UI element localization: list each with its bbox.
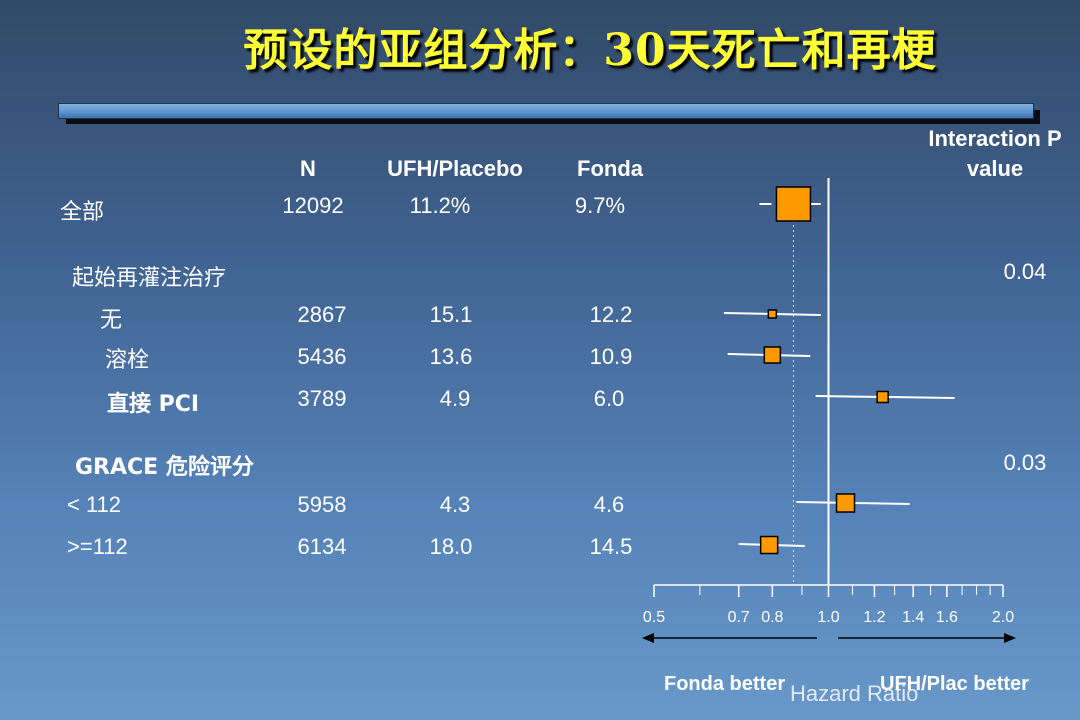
row-fonda-pci: 6.0 bbox=[593, 386, 625, 411]
group-label-grace: GRACE 危险评分 bbox=[75, 455, 254, 480]
arrow-left-head bbox=[642, 633, 654, 643]
row-ufh-pci: 4.9 bbox=[439, 386, 471, 411]
footer-fonda-better: Fonda better bbox=[664, 673, 786, 695]
row-label-none: 无 bbox=[100, 308, 123, 333]
arrow-right-head bbox=[1004, 633, 1016, 643]
col-header-interaction-line2: value bbox=[966, 156, 1024, 181]
x-tick-label: 1.6 bbox=[936, 609, 958, 626]
x-tick-label: 1.0 bbox=[817, 609, 839, 626]
interaction-p-grace: 0.03 bbox=[1003, 450, 1047, 475]
hr-marker bbox=[835, 493, 856, 513]
hr-marker bbox=[767, 309, 778, 319]
row-fonda-none: 12.2 bbox=[589, 302, 633, 327]
row-ufh-grace-high: 18.0 bbox=[429, 534, 473, 559]
page-title: 预设的亚组分析：30天死亡和再梗 bbox=[243, 25, 937, 76]
row-ufh-overall: 11.2% bbox=[409, 193, 471, 218]
row-label-overall: 全部 bbox=[60, 200, 105, 225]
col-header-ufh: UFH/Placebo bbox=[387, 156, 523, 181]
row-label-pci: 直接 PCI bbox=[107, 392, 200, 417]
row-label-lysis: 溶栓 bbox=[105, 348, 150, 373]
title-divider bbox=[58, 103, 1034, 119]
col-header-interaction-line1: Interaction P bbox=[928, 126, 1062, 151]
x-tick-label: 0.7 bbox=[728, 609, 750, 626]
hr-marker bbox=[775, 186, 812, 222]
row-fonda-overall: 9.7% bbox=[574, 193, 626, 218]
row-n-grace-high: 6134 bbox=[297, 534, 347, 559]
x-tick-label: 1.2 bbox=[863, 609, 885, 626]
row-n-overall: 12092 bbox=[282, 193, 344, 218]
x-tick-label: 2.0 bbox=[992, 609, 1014, 626]
col-header-n: N bbox=[300, 156, 316, 181]
row-fonda-grace-high: 14.5 bbox=[589, 534, 633, 559]
footer-ufh-better: UFH/Plac better bbox=[880, 673, 1029, 695]
row-fonda-grace-low: 4.6 bbox=[593, 492, 625, 517]
hr-marker bbox=[759, 535, 779, 555]
group-label-reperfusion: 起始再灌注治疗 bbox=[72, 266, 227, 291]
row-fonda-lysis: 10.9 bbox=[589, 344, 633, 369]
x-tick-label: 0.5 bbox=[643, 609, 665, 626]
hr-marker bbox=[763, 346, 782, 364]
row-n-none: 2867 bbox=[297, 302, 347, 327]
row-n-pci: 3789 bbox=[297, 386, 347, 411]
row-n-lysis: 5436 bbox=[297, 344, 347, 369]
col-header-fonda: Fonda bbox=[577, 156, 643, 181]
x-tick-label: 0.8 bbox=[761, 609, 783, 626]
axis-title: Hazard Ratio bbox=[790, 681, 919, 706]
x-tick-label: 1.4 bbox=[902, 609, 924, 626]
row-label-grace-low: < 112 bbox=[67, 492, 122, 517]
row-ufh-grace-low: 4.3 bbox=[439, 492, 471, 517]
row-label-grace-high: >=112 bbox=[67, 534, 128, 559]
interaction-p-reperfusion: 0.04 bbox=[1003, 259, 1047, 284]
row-ufh-none: 15.1 bbox=[429, 302, 473, 327]
hr-marker bbox=[876, 390, 889, 404]
row-n-grace-low: 5958 bbox=[297, 492, 347, 517]
row-ufh-lysis: 13.6 bbox=[429, 344, 473, 369]
